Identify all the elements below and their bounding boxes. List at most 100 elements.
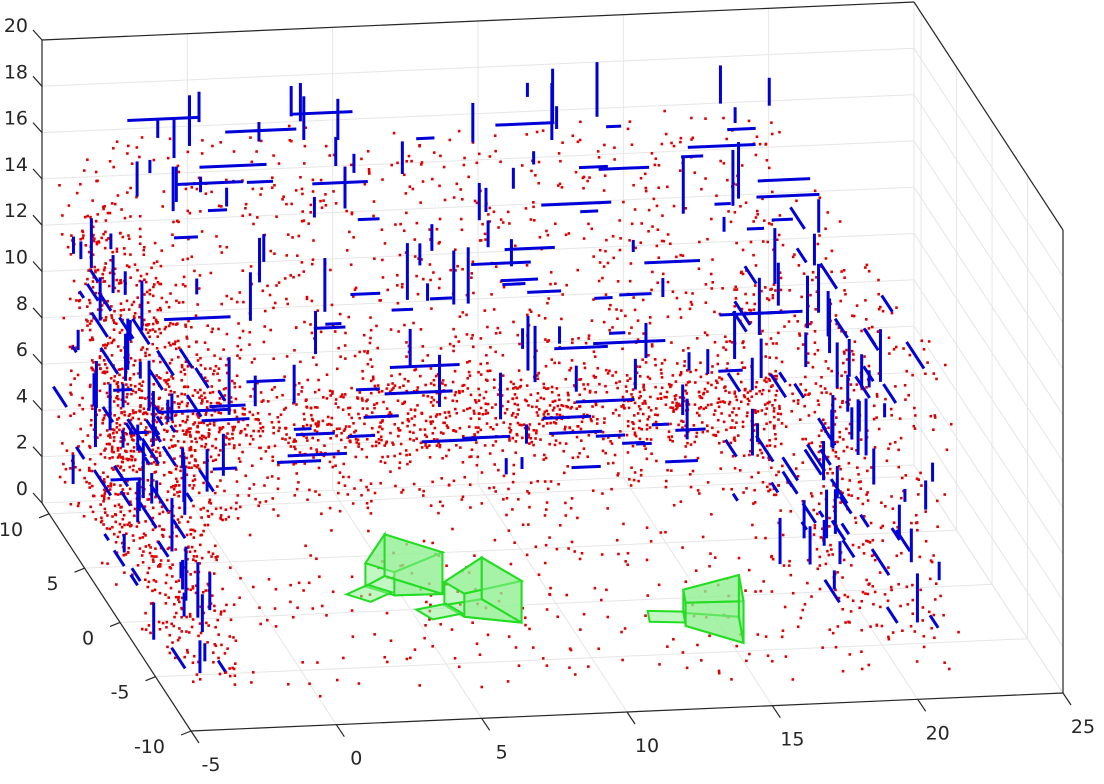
- cloud-point: [518, 342, 521, 346]
- cloud-point: [697, 267, 701, 271]
- cloud-point: [773, 398, 777, 402]
- cloud-point: [642, 383, 645, 387]
- cloud-point: [626, 451, 630, 454]
- cloud-point: [793, 314, 797, 318]
- cloud-point: [236, 344, 240, 348]
- cloud-point: [183, 373, 187, 376]
- cloud-point: [554, 422, 558, 425]
- cloud-point: [454, 335, 457, 339]
- cloud-point: [145, 272, 149, 276]
- cloud-point: [88, 482, 91, 485]
- cloud-point: [675, 407, 678, 411]
- line-segment: [830, 519, 847, 542]
- cloud-point: [389, 431, 392, 435]
- line-segment: [185, 492, 194, 503]
- cloud-point: [180, 607, 184, 611]
- cloud-point: [149, 602, 153, 605]
- cloud-point: [472, 291, 475, 295]
- cloud-point: [494, 440, 498, 443]
- cloud-point: [488, 369, 492, 373]
- cloud-point: [147, 566, 151, 570]
- cloud-point: [237, 457, 241, 460]
- cloud-point: [608, 369, 611, 373]
- cloud-point: [153, 471, 157, 474]
- cloud-point: [816, 242, 820, 246]
- line-segment: [113, 464, 130, 488]
- cloud-point: [377, 441, 381, 445]
- cloud-point: [558, 182, 562, 186]
- cloud-point: [73, 377, 76, 380]
- cloud-point: [117, 368, 121, 371]
- cloud-point: [233, 385, 237, 389]
- cloud-point: [582, 362, 586, 365]
- cloud-point: [647, 208, 651, 212]
- cloud-point: [735, 644, 739, 648]
- cloud-point: [104, 447, 107, 451]
- cloud-point: [334, 402, 338, 405]
- cloud-point: [706, 481, 710, 484]
- cloud-point: [106, 211, 110, 215]
- z-tick-mark: [32, 214, 43, 226]
- cloud-point: [626, 127, 630, 131]
- line-segment: [726, 372, 742, 393]
- cloud-point: [214, 507, 218, 511]
- cloud-point: [492, 210, 496, 214]
- cloud-point: [632, 422, 635, 426]
- cloud-point: [316, 309, 320, 312]
- cloud-point: [167, 341, 171, 345]
- cloud-point: [606, 615, 610, 619]
- cloud-point: [186, 546, 190, 549]
- cloud-point: [217, 656, 220, 660]
- cloud-point: [232, 603, 236, 606]
- cloud-point: [665, 479, 668, 483]
- cloud-point: [644, 189, 648, 193]
- cloud-point: [569, 366, 573, 370]
- cloud-point: [225, 332, 229, 336]
- cloud-point: [206, 509, 209, 513]
- cloud-point: [606, 507, 609, 510]
- cloud-point: [197, 660, 200, 664]
- cloud-point: [389, 639, 393, 643]
- cloud-point: [215, 558, 218, 562]
- cloud-point: [866, 469, 869, 473]
- cloud-point: [158, 627, 162, 631]
- cloud-point: [514, 451, 518, 455]
- cloud-point: [666, 468, 669, 472]
- z-tick-label: 16: [4, 108, 28, 130]
- cloud-point: [576, 424, 579, 428]
- cloud-point: [132, 300, 136, 304]
- cloud-point: [368, 341, 372, 345]
- cloud-point: [431, 177, 434, 181]
- line-segment: [894, 529, 912, 553]
- line-segment: [71, 345, 78, 354]
- cloud-point: [180, 400, 184, 404]
- line-segment: [549, 429, 603, 436]
- cloud-point: [741, 341, 744, 345]
- cloud-point: [818, 458, 822, 461]
- cloud-point: [219, 411, 223, 415]
- cloud-point: [117, 397, 120, 401]
- cloud-point: [270, 475, 274, 478]
- cloud-point: [202, 481, 205, 485]
- cloud-point: [796, 347, 800, 350]
- cloud-point: [307, 581, 311, 585]
- cloud-point: [303, 418, 306, 421]
- cloud-point: [281, 437, 284, 440]
- cloud-point: [879, 526, 883, 530]
- cloud-point: [770, 590, 774, 593]
- cloud-point: [553, 399, 557, 403]
- cloud-point: [448, 414, 452, 418]
- cloud-point: [431, 480, 434, 484]
- cloud-point: [232, 446, 236, 450]
- cloud-point: [171, 420, 175, 424]
- cloud-point: [742, 394, 746, 397]
- cloud-point: [688, 307, 692, 311]
- line-segment: [578, 164, 608, 170]
- cloud-point: [473, 199, 477, 203]
- cloud-point: [241, 269, 245, 272]
- cloud-point: [126, 386, 130, 389]
- cloud-point: [765, 297, 769, 300]
- cloud-point: [112, 328, 116, 331]
- cloud-point: [864, 299, 867, 302]
